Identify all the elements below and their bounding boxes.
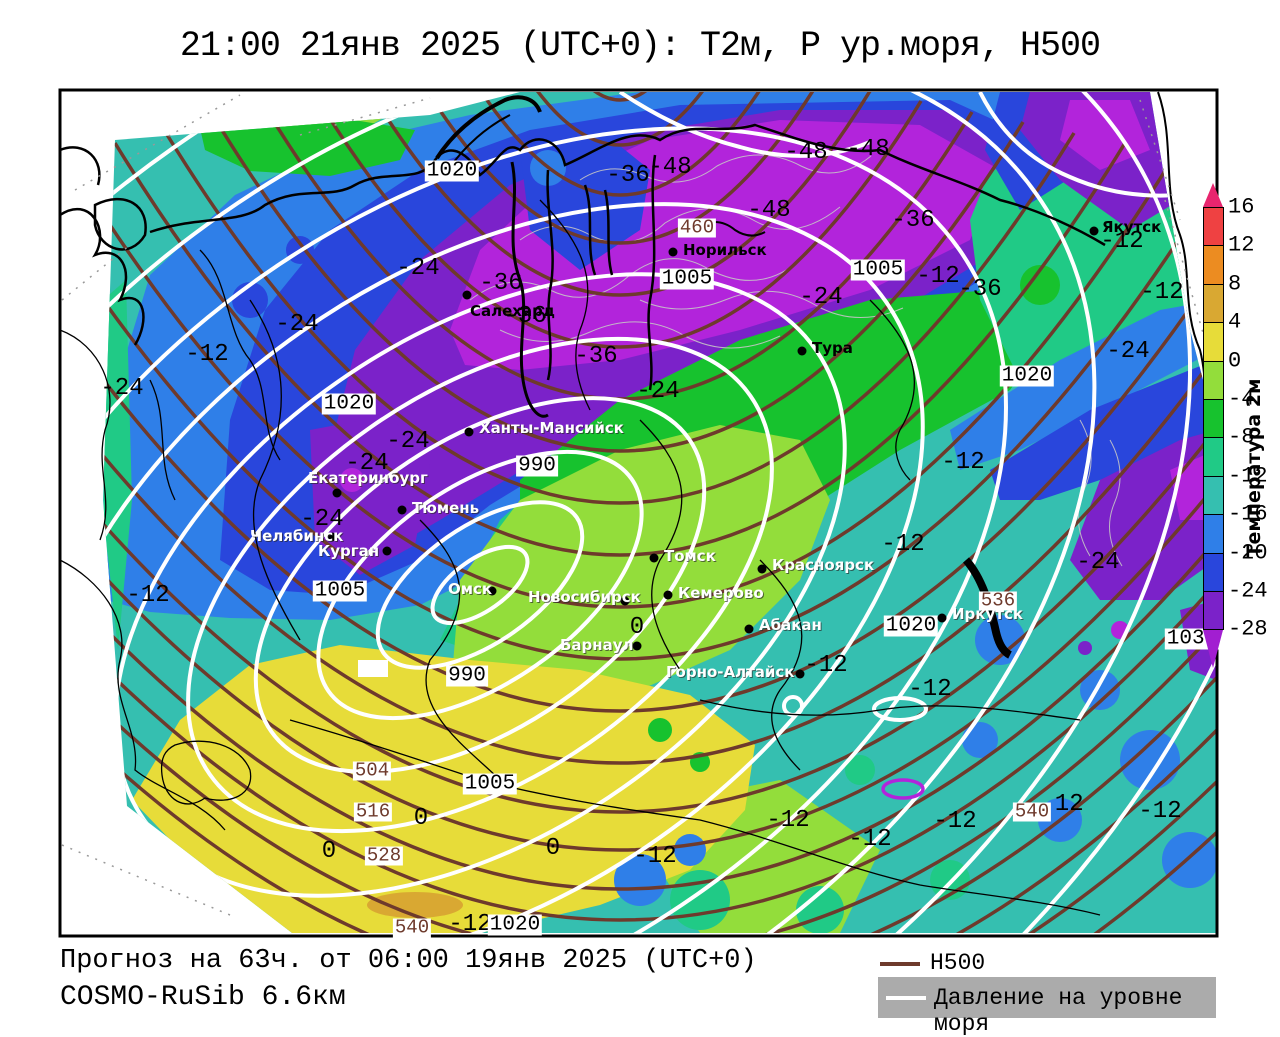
colorbar-segment [1204, 323, 1223, 362]
colorbar-tick-label: 0 [1228, 348, 1242, 374]
forecast-info-text: Прогноз на 63ч. от 06:00 19янв 2025 (UTC… [60, 946, 757, 976]
h500-line-sample [880, 962, 920, 966]
colorbar-segment [1204, 284, 1223, 324]
colorbar-segment [1204, 476, 1223, 516]
slp-line-sample [886, 996, 926, 1000]
colorbar-tick-label: 12 [1228, 232, 1255, 258]
colorbar-segment [1204, 399, 1223, 439]
colorbar-tick-label: 8 [1228, 271, 1242, 297]
colorbar-segment [1204, 438, 1223, 477]
h500-legend-label: H500 [930, 950, 986, 976]
colorbar-tick-label: -12 [1228, 463, 1268, 489]
h500-contours [103, 92, 1216, 933]
colorbar-tick-label: -4 [1228, 386, 1255, 412]
slp-legend-label: Давление на уровне моря [934, 985, 1183, 1037]
colorbar-segment [1204, 553, 1223, 592]
page-title: 21:00 21янв 2025 (UTC+0): Т2м, Р ур.моря… [179, 26, 1101, 66]
colorbar [1203, 183, 1224, 669]
colorbar-arrow-up [1203, 183, 1223, 207]
colorbar-segments [1203, 207, 1224, 631]
colorbar-tick-label: -24 [1228, 578, 1268, 604]
model-name-text: COSMO-RuSib 6.6км [60, 982, 346, 1013]
colorbar-tick-label: -28 [1228, 616, 1268, 642]
colorbar-segment [1204, 208, 1223, 247]
legend-slp: Давление на уровне моря [878, 977, 1216, 1037]
colorbar-tick-label: -20 [1228, 540, 1268, 566]
colorbar-tick-label: -16 [1228, 501, 1268, 527]
colorbar-tick-label: -8 [1228, 424, 1255, 450]
colorbar-tick-label: 4 [1228, 309, 1242, 335]
colorbar-tick-label: 16 [1228, 194, 1255, 220]
colorbar-title: Температура 2м [1243, 378, 1265, 558]
colorbar-segment [1204, 246, 1223, 285]
colorbar-segment [1204, 591, 1223, 630]
colorbar-segment [1204, 361, 1223, 400]
colorbar-segment [1204, 515, 1223, 554]
coastlines [59, 91, 1217, 916]
colorbar-arrow-down [1203, 630, 1223, 669]
